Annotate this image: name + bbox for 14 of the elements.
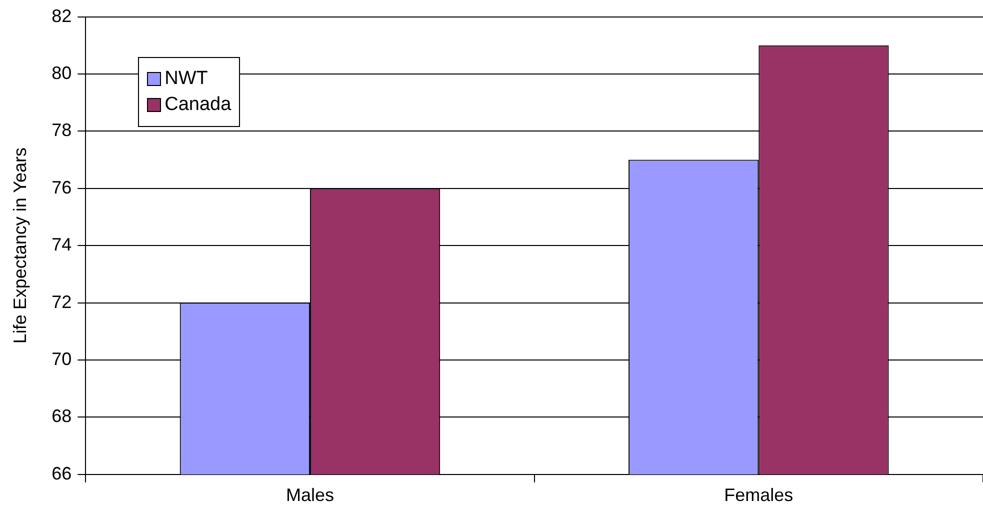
- y-tick-label: 68: [52, 406, 72, 426]
- y-tick-label: 74: [52, 234, 72, 255]
- y-tick-label: 72: [52, 292, 72, 312]
- legend-label: NWT: [164, 68, 208, 90]
- y-tick-label: 82: [52, 6, 72, 26]
- y-tick-label: 76: [52, 177, 72, 198]
- y-tick-label: 70: [52, 348, 72, 369]
- y-tick-label: 80: [52, 62, 72, 83]
- y-tick-label: 66: [52, 463, 72, 484]
- x-tick-label: Females: [724, 485, 794, 506]
- x-tick-label: Males: [286, 485, 334, 506]
- y-tick-label: 78: [52, 120, 72, 140]
- y-axis-title: Life Expectancy in Years: [10, 148, 30, 344]
- legend-label: Canada: [164, 94, 232, 116]
